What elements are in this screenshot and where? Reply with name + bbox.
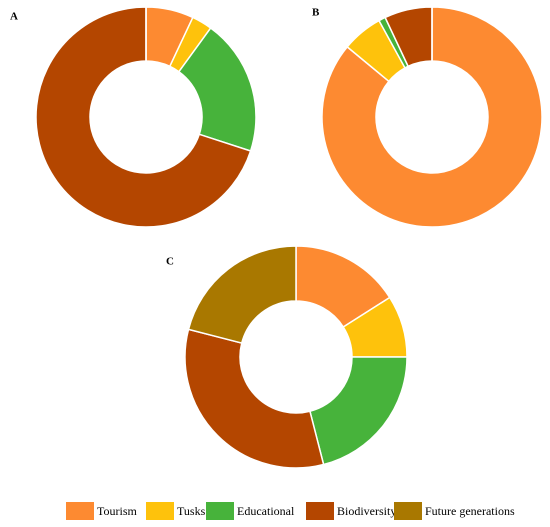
legend-swatch xyxy=(146,502,174,520)
legend-swatch xyxy=(394,502,422,520)
legend-swatch xyxy=(206,502,234,520)
legend-label: Tourism xyxy=(97,504,137,518)
legend-swatch xyxy=(66,502,94,520)
legend-label: Educational xyxy=(237,504,295,518)
chart-title: A xyxy=(10,11,18,23)
donut-slice xyxy=(184,328,325,469)
legend-label: Tusks xyxy=(177,504,206,518)
donut-slice xyxy=(35,6,252,228)
donut-slice xyxy=(187,245,297,344)
legend-swatch xyxy=(306,502,334,520)
legend-label: Future generations xyxy=(425,504,515,518)
chart-title: C xyxy=(166,256,174,268)
donut-slice xyxy=(321,6,543,228)
donut-slice xyxy=(309,356,408,466)
legend-label: Biodiversity xyxy=(337,504,396,518)
chart-title: B xyxy=(312,7,320,19)
